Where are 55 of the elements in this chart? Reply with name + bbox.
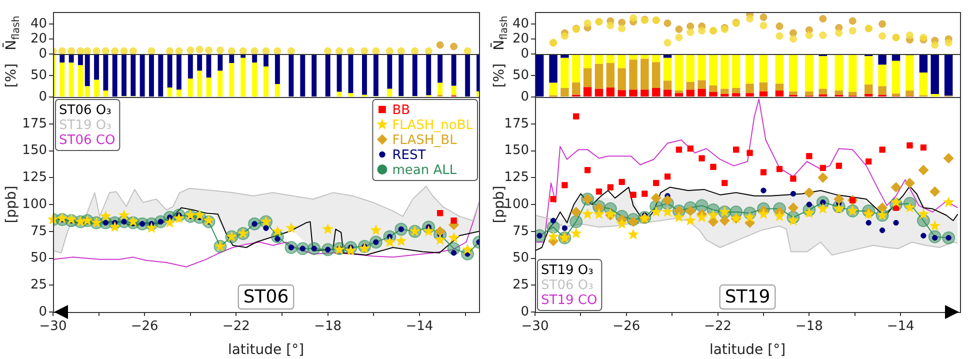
- x-tick-label: −14: [886, 319, 914, 334]
- annotation: ST06: [243, 286, 289, 308]
- x-tick-label: −26: [612, 319, 640, 334]
- y-tick-label: 150: [504, 143, 529, 158]
- x-tick-label: −26: [130, 319, 158, 334]
- y-tick-label: 175: [504, 116, 529, 132]
- y-tick-label: 20: [512, 31, 529, 46]
- series-label: ST19 O₃: [541, 262, 594, 278]
- y-tick-label: 40: [30, 16, 47, 32]
- y-tick-label: 150: [22, 143, 47, 158]
- x-tick-label: −30: [39, 319, 67, 334]
- x-axis-title: latitude [°]: [228, 342, 304, 358]
- y-tick-label: 175: [22, 116, 47, 132]
- y-tick-label: 50: [512, 68, 529, 83]
- legend-label: REST: [392, 148, 426, 163]
- y-tick-label: 50: [512, 250, 529, 266]
- y-tick-label: 75: [30, 224, 47, 239]
- y-tick-label: 50: [30, 68, 47, 83]
- y-tick-label: 20: [30, 31, 47, 46]
- x-tick-label: −22: [222, 319, 250, 334]
- legend-label: BB: [392, 102, 410, 118]
- text: ST06 CO: [59, 132, 116, 148]
- x-tick-label: −18: [795, 319, 823, 334]
- y-axis-title: [%]: [4, 63, 20, 88]
- y-tick-label: 125: [22, 170, 47, 185]
- legend-label: mean ALL: [392, 162, 458, 178]
- y-tick-label: 40: [512, 16, 529, 32]
- y-tick-label: 50: [30, 250, 47, 266]
- y-axis-title: [%]: [492, 63, 508, 88]
- y-tick-label: 0: [38, 304, 47, 320]
- y-axis-title: N̄flash: [490, 16, 510, 50]
- y-tick-label: 75: [512, 224, 529, 239]
- y-tick-label: 0: [520, 89, 529, 104]
- x-tick-label: −22: [704, 319, 732, 334]
- legend-label: FLASH_BL: [392, 132, 458, 148]
- text: ST06 O₃: [541, 278, 594, 293]
- y-tick-label: 100: [22, 196, 47, 212]
- x-tick-label: −18: [314, 319, 342, 334]
- x-tick-label: −14: [406, 319, 434, 334]
- y-tick-label: 25: [30, 278, 47, 292]
- x-axis-title: latitude [°]: [709, 342, 786, 358]
- y-axis-title: N̄flash: [2, 16, 22, 50]
- text: ST19 CO: [541, 292, 598, 308]
- y-tick-label: 25: [512, 278, 529, 292]
- y-tick-label: 125: [504, 170, 529, 185]
- text: ST06 O₃: [59, 102, 112, 118]
- y-tick-label: 0: [38, 89, 47, 104]
- y-tick-label: 0: [520, 304, 529, 320]
- x-tick-label: −30: [521, 319, 549, 334]
- y-tick-label: 0: [520, 46, 529, 62]
- y-tick-label: 0: [38, 46, 47, 62]
- annotation: ST19: [724, 286, 770, 308]
- y-axis-title: [ppb]: [4, 186, 20, 224]
- legend-label: FLASH_noBL: [392, 118, 474, 133]
- text: ST19 O₃: [59, 118, 112, 133]
